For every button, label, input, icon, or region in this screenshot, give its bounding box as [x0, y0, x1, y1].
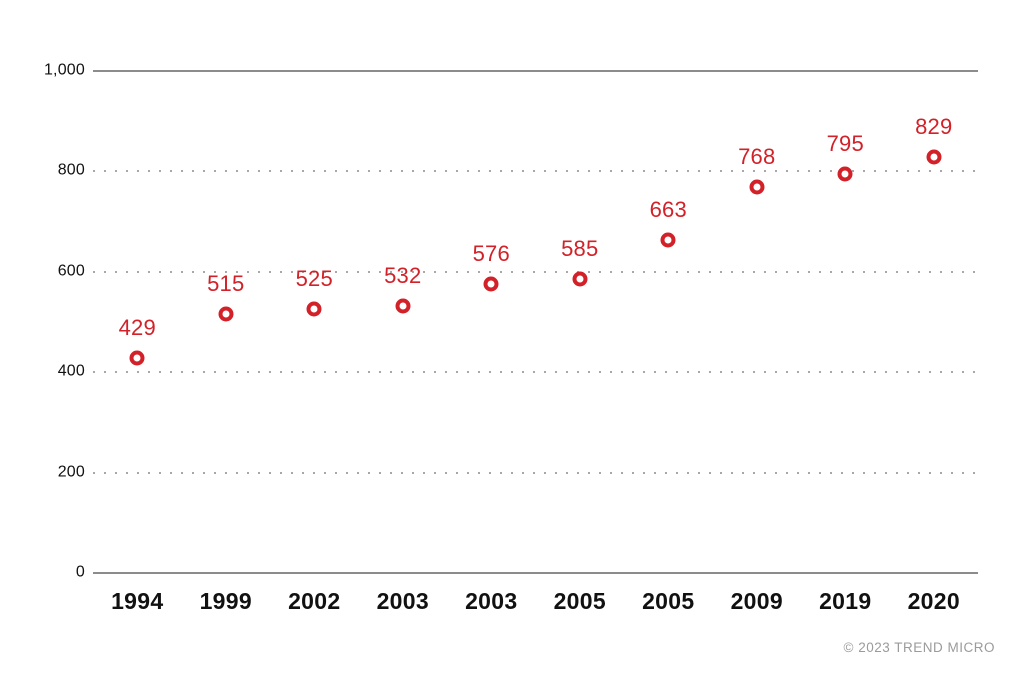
- data-point-value-label: 515: [207, 271, 245, 297]
- data-point-value-label: 576: [472, 240, 510, 266]
- gridline-solid: [93, 70, 978, 72]
- data-point-marker: [129, 350, 145, 366]
- data-point-value-label: 768: [738, 144, 776, 170]
- x-axis-tick-label: 2002: [288, 588, 341, 614]
- data-point-marker: [218, 306, 234, 322]
- data-point-marker: [660, 232, 676, 248]
- data-point-value-label: 525: [295, 266, 333, 292]
- data-point-value-label: 585: [561, 236, 599, 262]
- data-point-marker: [483, 276, 499, 292]
- x-axis-tick-label: 2020: [907, 588, 960, 614]
- gridline-solid: [93, 572, 978, 574]
- x-axis-tick-label: 1999: [199, 588, 252, 614]
- data-point-value-label: 663: [649, 197, 687, 223]
- x-axis-tick-label: 2003: [465, 588, 518, 614]
- data-point-value-label: 429: [118, 314, 156, 340]
- y-axis-tick-label: 400: [57, 362, 85, 380]
- data-point-marker: [572, 271, 588, 287]
- data-point-marker: [749, 179, 765, 195]
- copyright-watermark: © 2023 TREND MICRO: [843, 640, 995, 655]
- y-axis-tick-label: 1,000: [43, 61, 85, 79]
- x-axis-tick-label: 2005: [642, 588, 695, 614]
- gridline-dotted: [93, 471, 978, 474]
- gridline-dotted: [93, 170, 978, 173]
- y-axis-tick-label: 200: [57, 463, 85, 481]
- data-point-marker: [306, 301, 322, 317]
- x-axis-tick-label: 2019: [819, 588, 872, 614]
- x-axis-tick-label: 1994: [111, 588, 164, 614]
- gridline-dotted: [93, 371, 978, 374]
- y-axis-tick-label: 800: [57, 162, 85, 180]
- gridline-dotted: [93, 270, 978, 273]
- data-point-marker: [837, 166, 853, 182]
- data-point-value-label: 829: [915, 113, 953, 139]
- data-point-marker: [926, 149, 942, 165]
- y-axis-tick-label: 600: [57, 262, 85, 280]
- data-point-marker: [395, 298, 411, 314]
- x-axis-tick-label: 2009: [730, 588, 783, 614]
- x-axis-tick-label: 2005: [553, 588, 606, 614]
- data-point-value-label: 795: [826, 130, 864, 156]
- x-axis-tick-label: 2003: [376, 588, 429, 614]
- data-point-value-label: 532: [384, 262, 422, 288]
- y-axis-tick-label: 0: [75, 563, 85, 581]
